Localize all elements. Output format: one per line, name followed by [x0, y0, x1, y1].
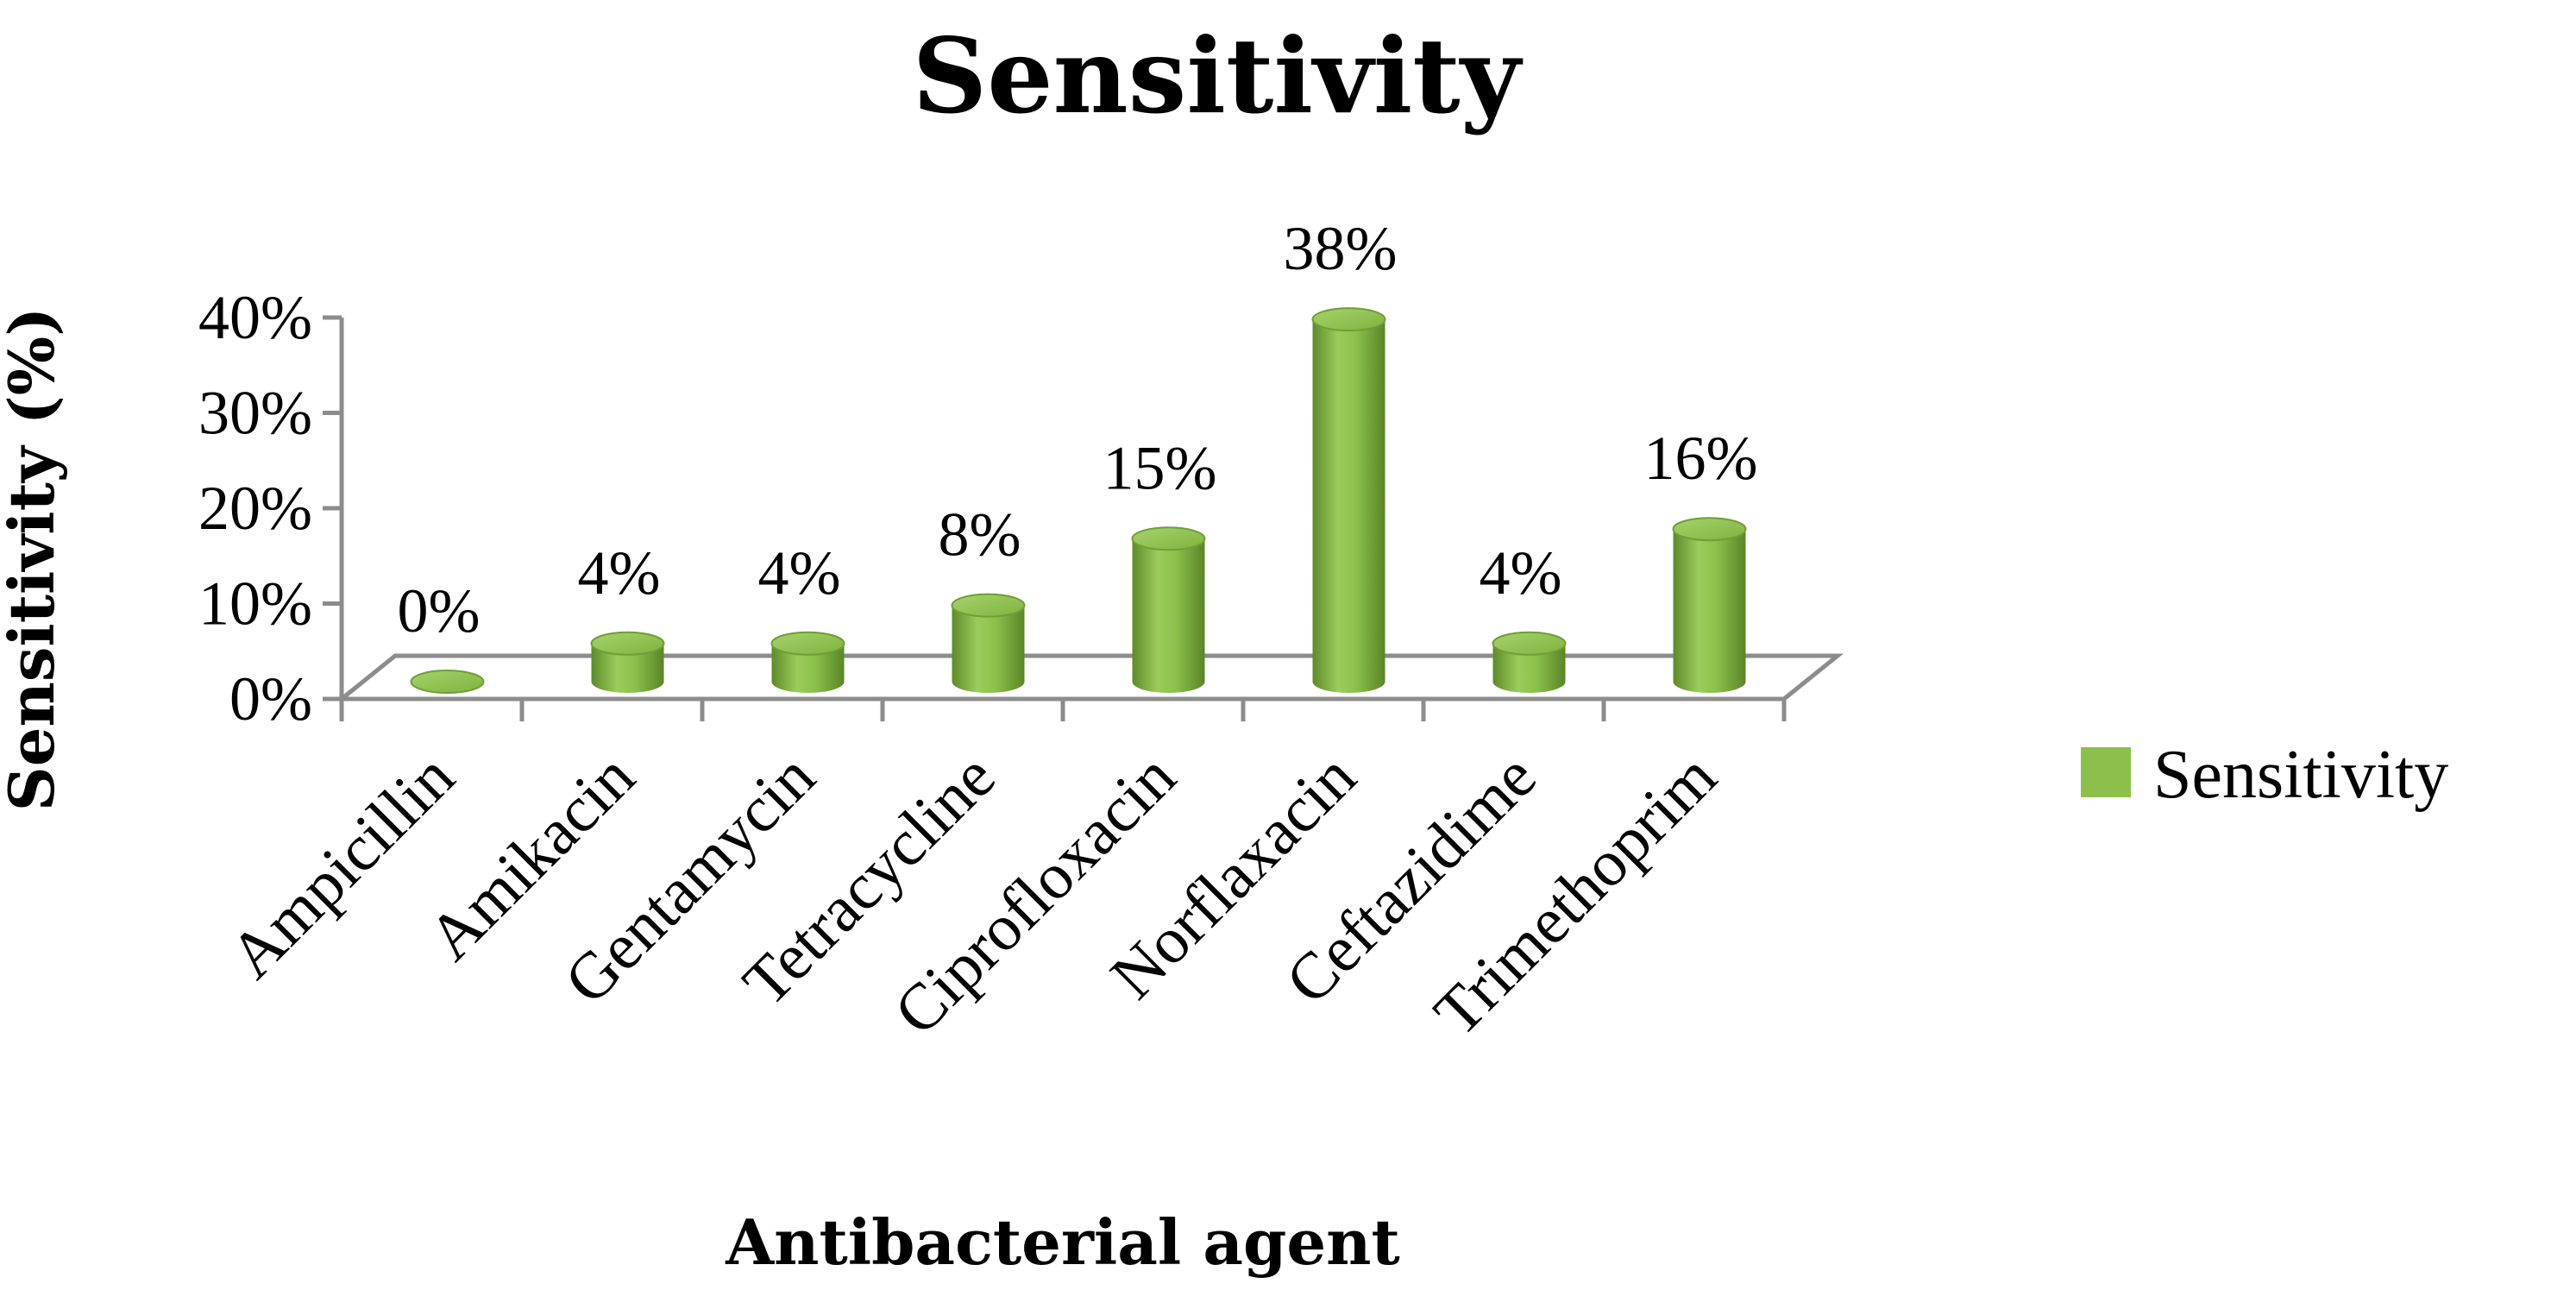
data-label: 0%: [398, 576, 481, 645]
bar-body: [952, 605, 1025, 694]
data-labels: 0% 4% 4% 8% 15% 38% 4% 16%: [398, 214, 1758, 645]
bar-cap: [770, 631, 845, 656]
bar: [590, 631, 665, 694]
data-label: 8%: [939, 500, 1021, 569]
legend: Sensitivity: [2081, 737, 2448, 813]
bar-cap: [410, 670, 485, 694]
bar-cap: [1311, 307, 1386, 332]
bars: [410, 307, 1747, 694]
category-label: Ampicillin: [216, 740, 468, 992]
data-label: 4%: [578, 538, 661, 607]
bar-body: [1492, 643, 1566, 694]
data-label: 16%: [1644, 424, 1758, 493]
data-label: 38%: [1284, 214, 1398, 283]
bar: [770, 631, 845, 694]
chart-title: Sensitivity: [913, 16, 1524, 137]
x-axis: [339, 653, 1844, 721]
y-tick-label: 10%: [198, 569, 312, 639]
bar: [410, 670, 485, 694]
bar-body: [1312, 319, 1385, 694]
bar: [1131, 526, 1206, 694]
bar-body: [1132, 538, 1205, 694]
x-axis-title: Antibacterial agent: [725, 1205, 1400, 1279]
bar-cap: [951, 593, 1026, 618]
data-label: 4%: [758, 538, 841, 607]
legend-swatch: [2081, 747, 2131, 797]
bar-body: [591, 643, 664, 694]
y-tick-label: 0%: [229, 664, 312, 733]
bar-cap: [1131, 526, 1206, 551]
data-label: 4%: [1480, 538, 1562, 607]
y-tick-label: 40%: [198, 283, 312, 352]
category-labels: AmpicillinAmikacinGentamycinTetracycline…: [216, 740, 1730, 1050]
bar-cap: [590, 631, 665, 656]
y-tick-label: 30%: [198, 379, 312, 448]
bar-body: [1673, 529, 1746, 694]
bar: [951, 593, 1026, 694]
bar-cap: [1492, 631, 1567, 656]
bar-body: [771, 643, 845, 694]
y-tick-label: 20%: [198, 474, 312, 543]
x-ticks: [339, 699, 1787, 721]
bar: [1672, 517, 1747, 694]
bar: [1311, 307, 1386, 694]
y-axis: 0% 10% 20% 30% 40%: [198, 283, 344, 733]
y-ticks: 0% 10% 20% 30% 40%: [198, 283, 342, 733]
y-axis-title: Sensitivity (%): [0, 307, 68, 812]
floor-outline: [340, 653, 1844, 702]
bar: [1492, 631, 1567, 694]
data-label: 15%: [1103, 433, 1217, 502]
legend-label: Sensitivity: [2153, 737, 2448, 813]
bar-cap: [1672, 517, 1747, 542]
